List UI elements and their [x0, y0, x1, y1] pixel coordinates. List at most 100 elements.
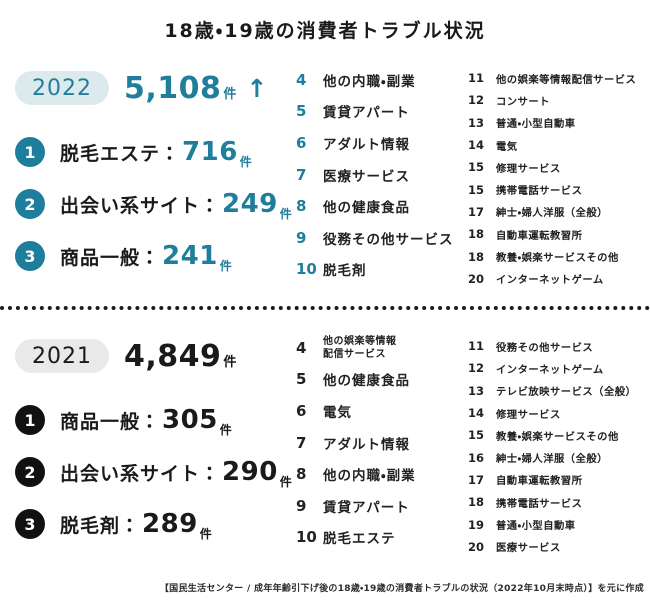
top3-list-2022: 1 脱毛エステ： 716 件 2 出会い系サイト： 249 件 3 商品一般： … [15, 126, 295, 282]
count-unit: 件 [219, 259, 232, 273]
category-label: 携帯電話サービス [496, 185, 583, 198]
category-label: 携帯電話サービス [496, 497, 583, 510]
category-label: インターネットゲーム [496, 274, 604, 287]
rank-number: 12 [468, 93, 485, 108]
category-label: 出会い系サイト： [60, 462, 221, 485]
category-label: 脱毛エステ： [60, 142, 181, 165]
section-2022-summary-column: 2022 5,108 件 ↑ 1 脱毛エステ： 716 件 2 出会い系サイト [15, 70, 295, 282]
rank-item: 5 賃貸アパート [296, 96, 468, 128]
rank-item: 4 他の内職・副業 [296, 64, 468, 96]
rank-number: 11 [468, 71, 485, 86]
rank-item: 12 コンサート [468, 89, 650, 111]
case-count: 290 [222, 457, 278, 487]
trend-up-icon: ↑ [246, 73, 268, 103]
category-label: アダルト情報 [323, 436, 410, 453]
category-label: 修理サービス [496, 408, 561, 421]
category-label: 医療サービス [323, 168, 410, 185]
rank-item: 17 自動車運転教習所 [468, 469, 650, 491]
rank-item: 14 修理サービス [468, 402, 650, 424]
rank-item: 6 電気 [296, 395, 468, 427]
rank-number-badge: 2 [15, 189, 45, 219]
rank-item: 8 他の内職・副業 [296, 458, 468, 490]
rank-number: 12 [468, 361, 485, 376]
rank-number-badge: 2 [15, 457, 45, 487]
count-unit: 件 [219, 423, 232, 437]
section-2022: 2022 5,108 件 ↑ 1 脱毛エステ： 716 件 2 出会い系サイト [0, 60, 650, 310]
category-label: 他の内職・副業 [323, 73, 416, 90]
category-label: 他の内職・副業 [323, 468, 416, 485]
rank-item: 14 電気 [468, 134, 650, 156]
rank-item: 16 紳士・婦人洋服（全般） [468, 446, 650, 468]
rank-number-badge: 1 [15, 137, 45, 167]
rank-number: 8 [296, 465, 307, 484]
rank-item: 11 他の娯楽等情報配信サービス [468, 67, 650, 89]
count-unit: 件 [239, 155, 252, 169]
category-label: 脱毛エステ [323, 531, 396, 548]
category-label: アダルト情報 [323, 136, 410, 153]
ranks-11-20-list-2021: 11 役務その他サービス 12 インターネットゲーム 13 テレビ放映サービス（… [468, 335, 650, 558]
category-label: 賃貸アパート [323, 105, 410, 122]
top-rank-item: 3 商品一般： 241 件 [15, 230, 295, 282]
rank-number: 13 [468, 383, 485, 398]
section-2021-header: 2021 4,849 件 [15, 338, 295, 374]
rank-number: 19 [468, 517, 485, 532]
rank-number: 4 [296, 70, 307, 89]
rank-number: 14 [468, 406, 485, 421]
category-label: 普通・小型自動車 [496, 520, 576, 533]
total-count-2021: 4,849 件 [124, 339, 246, 374]
rank-item: 13 テレビ放映サービス（全般） [468, 380, 650, 402]
category-label: 役務その他サービス [323, 231, 454, 248]
rank-number: 9 [296, 496, 307, 515]
rank-item: 15 教養・娯楽サービスその他 [468, 424, 650, 446]
top-rank-item: 2 出会い系サイト： 249 件 [15, 178, 295, 230]
source-attribution: 【国民生活センター / 成年年齢引下げ後の18歳・19歳の消費者トラブルの状況（… [159, 584, 644, 594]
category-label: 自動車運転教習所 [496, 475, 583, 488]
category-label: 電気 [496, 140, 518, 153]
rank-number: 7 [296, 165, 307, 184]
top-rank-item: 1 商品一般： 305 件 [15, 394, 295, 446]
category-label: 脱毛剤： [60, 514, 141, 537]
section-2021-summary-column: 2021 4,849 件 1 商品一般： 305 件 2 出会い系サイト： [15, 338, 295, 550]
category-label: 出会い系サイト： [60, 194, 221, 217]
rank-item: 18 携帯電話サービス [468, 491, 650, 513]
rank-number-badge: 3 [15, 509, 45, 539]
rank-item: 4 他の娯楽等情報 配信サービス [296, 332, 468, 364]
case-count: 716 [182, 137, 238, 167]
total-unit: 件 [223, 86, 237, 102]
category-label: 商品一般： [60, 410, 161, 433]
rank-number: 16 [468, 450, 485, 465]
category-label: 紳士・婦人洋服（全般） [496, 207, 608, 220]
category-label: 医療サービス [496, 542, 561, 555]
total-number: 5,108 [124, 70, 222, 106]
rank-item: 8 他の健康食品 [296, 190, 468, 222]
category-label: 他の娯楽等情報 配信サービス [323, 335, 397, 360]
rank-item: 9 役務その他サービス [296, 222, 468, 254]
rank-number: 5 [296, 370, 307, 389]
case-count: 305 [162, 405, 218, 435]
case-count: 241 [162, 241, 218, 271]
count-unit: 件 [279, 207, 292, 221]
rank-item: 11 役務その他サービス [468, 335, 650, 357]
rank-item: 18 教養・娯楽サービスその他 [468, 245, 650, 267]
rank-number: 20 [468, 539, 485, 554]
rank-item: 7 アダルト情報 [296, 427, 468, 459]
dotted-divider [0, 306, 650, 310]
ranks-11-20-list-2022: 11 他の娯楽等情報配信サービス 12 コンサート 13 普通・小型自動車 14… [468, 67, 650, 290]
rank-number: 11 [468, 339, 485, 354]
section-2022-header: 2022 5,108 件 ↑ [15, 70, 295, 106]
year-badge-2021: 2021 [15, 339, 109, 373]
rank-item: 15 修理サービス [468, 156, 650, 178]
rank-item: 17 紳士・婦人洋服（全般） [468, 201, 650, 223]
rank-number: 18 [468, 495, 485, 510]
category-label: 紳士・婦人洋服（全般） [496, 453, 608, 466]
category-label: コンサート [496, 95, 550, 108]
rank-item: 9 賃貸アパート [296, 490, 468, 522]
rank-number: 7 [296, 433, 307, 452]
rank-number-badge: 1 [15, 405, 45, 435]
category-label: 他の健康食品 [323, 200, 410, 217]
total-number: 4,849 [124, 338, 222, 374]
category-label: 役務その他サービス [496, 341, 594, 354]
category-label: 教養・娯楽サービスその他 [496, 430, 619, 443]
ranks-4-10-list-2021: 4 他の娯楽等情報 配信サービス 5 他の健康食品 6 電気 7 アダルト情報 … [296, 332, 468, 553]
